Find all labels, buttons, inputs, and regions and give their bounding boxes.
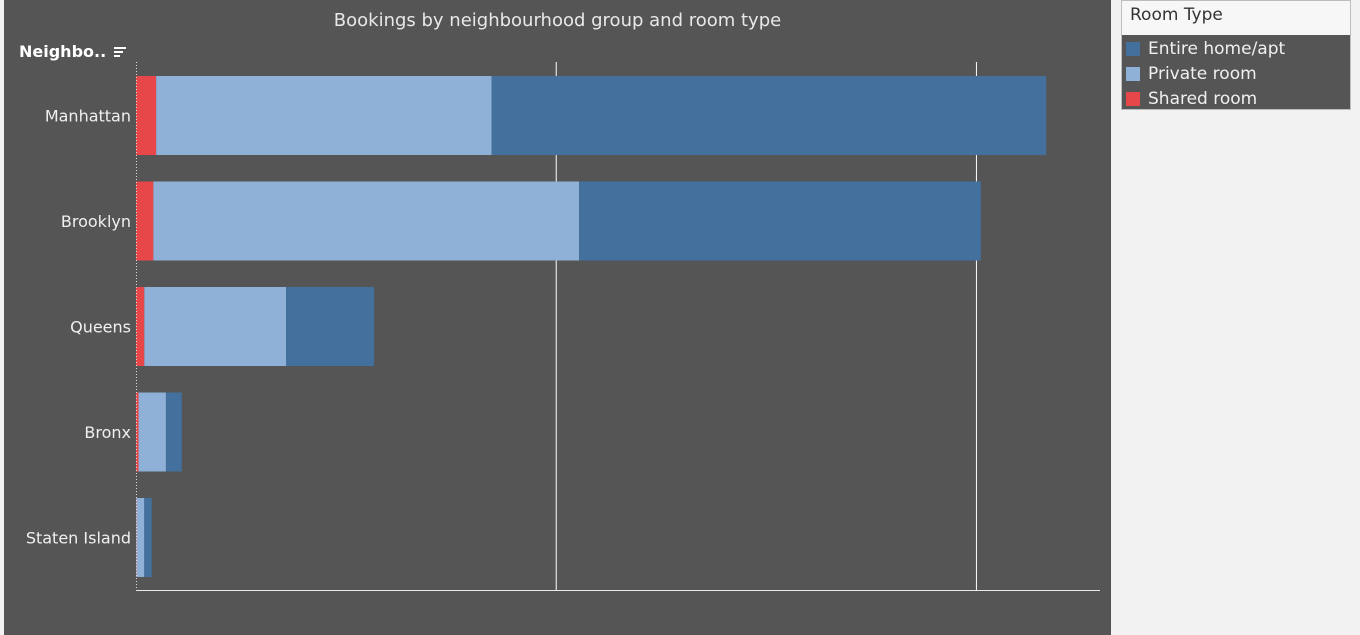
legend-item-shared-room[interactable]: Shared room — [1126, 87, 1257, 111]
chart-title: Bookings by neighbourhood group and room… — [333, 10, 782, 31]
category-label: Bronx — [84, 423, 131, 442]
bar-segment[interactable] — [136, 392, 139, 472]
legend-item-entire-home[interactable]: Entire home/apt — [1126, 37, 1285, 61]
legend-item-private-room[interactable]: Private room — [1126, 62, 1257, 86]
row-field-label: Neighbo.. — [19, 42, 107, 61]
sort-icon[interactable] — [113, 43, 126, 62]
legend-label-entire-home: Entire home/apt — [1148, 39, 1286, 59]
bar-segment[interactable] — [165, 392, 182, 472]
bar-segment[interactable] — [144, 498, 152, 577]
category-label: Queens — [70, 318, 131, 337]
bar-segment[interactable] — [136, 498, 145, 577]
legend-swatch-entire-home — [1126, 42, 1140, 56]
legend-swatch-shared-room — [1126, 92, 1140, 106]
bar-segment[interactable] — [136, 76, 157, 155]
legend-title[interactable]: Room Type — [1122, 1, 1350, 35]
bar-segment[interactable] — [156, 76, 492, 155]
bar-segment[interactable] — [491, 76, 1047, 155]
legend-label-private-room: Private room — [1148, 64, 1257, 84]
chart-panel: Bookings by neighbourhood group and room… — [4, 0, 1111, 635]
bar-segment[interactable] — [144, 287, 287, 366]
bar-segment[interactable] — [579, 181, 981, 261]
legend-swatch-private-room — [1126, 67, 1140, 81]
legend: Room Type Entire home/apt Private room S… — [1121, 0, 1351, 110]
bar-segment[interactable] — [136, 181, 154, 261]
row-field-header[interactable]: Neighbo.. — [19, 42, 126, 62]
category-label: Brooklyn — [61, 212, 131, 231]
bar-segment[interactable] — [136, 287, 145, 366]
bar-segment[interactable] — [286, 287, 375, 366]
bar-segment[interactable] — [138, 392, 166, 472]
category-label: Manhattan — [45, 107, 131, 126]
legend-label-shared-room: Shared room — [1148, 89, 1258, 109]
category-label: Staten Island — [26, 529, 131, 548]
bar-chart-plot: Manhattan Brooklyn Queens Bronx Staten Islan… — [26, 62, 1100, 591]
bar-segment[interactable] — [153, 181, 580, 261]
